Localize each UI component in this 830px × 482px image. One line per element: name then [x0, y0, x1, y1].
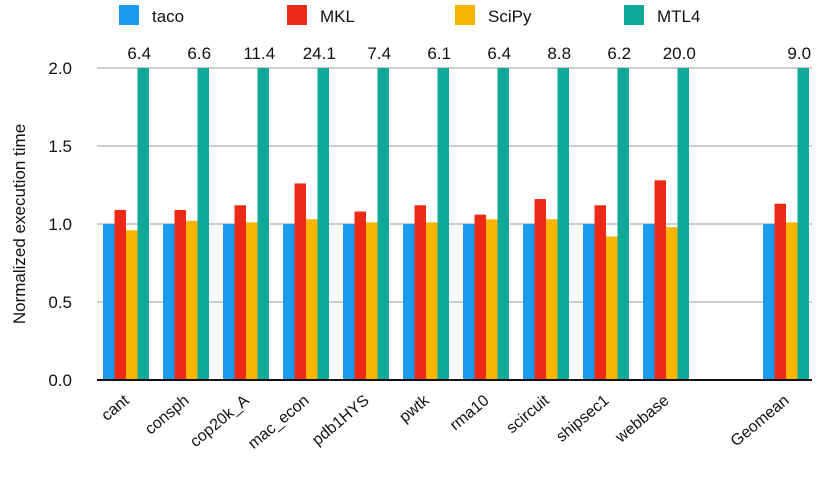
bar-taco-cant [103, 224, 115, 380]
y-tick-label: 1.0 [48, 215, 72, 234]
clipped-value-label: 8.8 [547, 44, 571, 63]
category-label: shipsec1 [553, 392, 612, 446]
bar-mtl4-pwtk [437, 68, 449, 380]
legend-label: MTL4 [657, 7, 700, 26]
legend-swatch [119, 5, 139, 25]
bar-scipy-scircuit [546, 219, 558, 380]
clipped-value-label: 6.4 [127, 44, 151, 63]
bar-scipy-shipsec1 [606, 236, 618, 380]
legend-label: taco [152, 7, 184, 26]
bar-taco-webbase [643, 224, 655, 380]
bar-mkl-cop20k_a [234, 205, 246, 380]
category-label: Geomean [728, 392, 793, 450]
y-axis-title: Normalized execution time [10, 124, 29, 324]
bar-mtl4-rma10 [497, 68, 509, 380]
bar-scipy-pwtk [426, 222, 438, 380]
bar-mkl-pwtk [414, 205, 426, 380]
bar-mkl-shipsec1 [594, 205, 606, 380]
bar-taco-geomean [763, 224, 775, 380]
y-tick-label: 2.0 [48, 59, 72, 78]
legend-item-scipy: SciPy [455, 5, 532, 26]
bar-mkl-pdb1hys [354, 211, 366, 380]
bar-mtl4-pdb1hys [377, 68, 389, 380]
clipped-value-label: 20.0 [663, 44, 696, 63]
bar-mtl4-webbase [677, 68, 689, 380]
clipped-value-label: 6.1 [427, 44, 451, 63]
bar-scipy-geomean [786, 222, 798, 380]
legend-item-taco: taco [119, 5, 184, 26]
bar-mkl-geomean [774, 203, 786, 380]
legend-swatch [455, 5, 475, 25]
clipped-value-label: 6.6 [187, 44, 211, 63]
bar-taco-shipsec1 [583, 224, 595, 380]
category-label: pwtk [396, 391, 433, 426]
clipped-value-label: 6.4 [487, 44, 511, 63]
bar-mtl4-consph [197, 68, 209, 380]
bar-mkl-mac_econ [294, 183, 306, 380]
bar-taco-pdb1hys [343, 224, 355, 380]
bar-mtl4-geomean [797, 68, 809, 380]
bar-scipy-cop20k_a [246, 222, 258, 380]
category-label: mac_econ [245, 392, 312, 452]
bar-scipy-cant [126, 230, 138, 380]
bar-mkl-scircuit [534, 199, 546, 380]
legend-item-mkl: MKL [287, 5, 355, 26]
y-tick-label: 0.0 [48, 371, 72, 390]
clipped-value-label: 7.4 [367, 44, 391, 63]
gridlines [97, 67, 812, 303]
bar-scipy-rma10 [486, 219, 498, 380]
bar-mtl4-cop20k_a [257, 68, 269, 380]
bar-mkl-rma10 [474, 214, 486, 380]
bar-mtl4-cant [137, 68, 149, 380]
bar-mkl-cant [114, 209, 126, 380]
y-tick-label: 1.5 [48, 137, 72, 156]
bar-scipy-pdb1hys [366, 222, 378, 380]
bar-scipy-webbase [666, 227, 678, 380]
clipped-value-label: 6.2 [607, 44, 631, 63]
bar-taco-cop20k_a [223, 224, 235, 380]
bar-taco-rma10 [463, 224, 475, 380]
category-label: pdb1HYS [309, 392, 372, 449]
clipped-value-label: 11.4 [243, 44, 275, 63]
legend-swatch [287, 5, 307, 25]
bar-taco-mac_econ [283, 224, 295, 380]
bar-scipy-consph [186, 220, 198, 380]
legend-item-mtl4: MTL4 [624, 5, 700, 26]
clipped-value-label: 9.0 [787, 44, 811, 63]
bar-mtl4-scircuit [557, 68, 569, 380]
bar-taco-pwtk [403, 224, 415, 380]
bar-scipy-mac_econ [306, 219, 318, 380]
category-label: cop20k_A [187, 392, 253, 451]
bar-mtl4-mac_econ [317, 68, 329, 380]
bar-taco-consph [163, 224, 175, 380]
category-label: consph [142, 392, 192, 438]
bar-mkl-consph [174, 209, 186, 380]
bar-taco-scircuit [523, 224, 535, 380]
legend-label: MKL [320, 7, 355, 26]
category-label: rma10 [447, 392, 493, 434]
clipped-value-label: 24.1 [303, 44, 336, 63]
legend-swatch [624, 5, 644, 25]
y-tick-labels: 0.0 0.5 1.0 1.5 2.0 [48, 59, 72, 390]
category-label: cant [98, 392, 133, 425]
legend: taco MKL SciPy MTL4 [119, 5, 700, 26]
category-label: scircuit [504, 392, 553, 437]
category-label: webbase [612, 392, 673, 447]
clipped-value-labels: 6.4 6.6 11.4 24.1 7.4 6.1 6.4 8.8 6.2 20.0 9.0 [127, 44, 811, 63]
y-tick-label: 0.5 [48, 293, 72, 312]
bar-mtl4-shipsec1 [617, 68, 629, 380]
bars [103, 68, 809, 380]
legend-label: SciPy [488, 7, 532, 26]
bar-mkl-webbase [654, 180, 666, 380]
